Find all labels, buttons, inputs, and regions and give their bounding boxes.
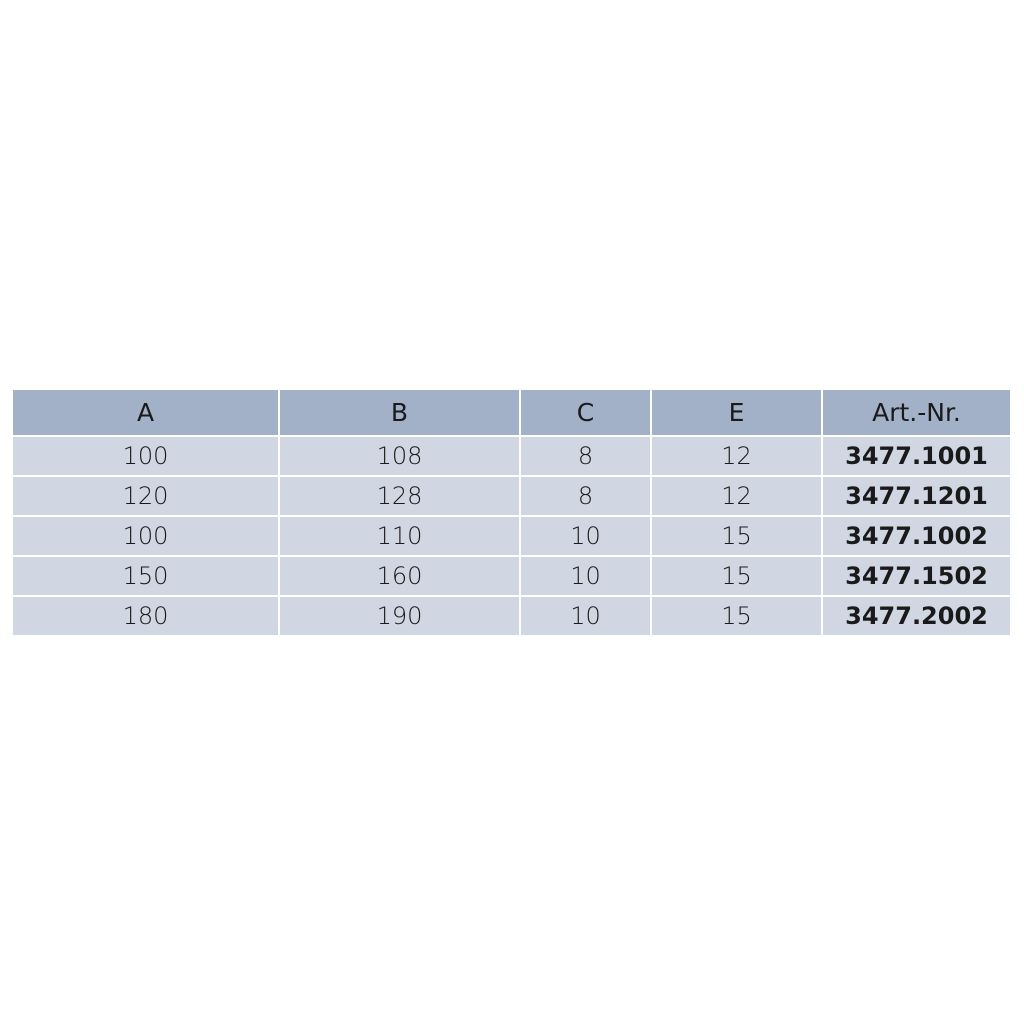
table-row: 180 190 10 15 3477.2002 xyxy=(13,597,1010,635)
table-cell: 100 xyxy=(13,517,278,555)
header-b: B xyxy=(280,390,519,435)
header-art-nr: Art.-Nr. xyxy=(823,390,1010,435)
table-cell: 12 xyxy=(652,437,821,475)
table-row: 100 108 8 12 3477.1001 xyxy=(13,437,1010,475)
table-row: 120 128 8 12 3477.1201 xyxy=(13,477,1010,515)
table-cell: 10 xyxy=(521,517,650,555)
header-e: E xyxy=(652,390,821,435)
table-cell: 190 xyxy=(280,597,519,635)
table-row: 100 110 10 15 3477.1002 xyxy=(13,517,1010,555)
table-cell: 15 xyxy=(652,517,821,555)
table-cell: 120 xyxy=(13,477,278,515)
table-cell: 3477.2002 xyxy=(823,597,1010,635)
table-cell: 110 xyxy=(280,517,519,555)
table-cell: 3477.1002 xyxy=(823,517,1010,555)
header-a: A xyxy=(13,390,278,435)
dimensions-table: A B C E Art.-Nr. 100 108 8 12 3477.1001 120 12… xyxy=(11,388,1012,637)
table-cell: 108 xyxy=(280,437,519,475)
table-cell: 3477.1502 xyxy=(823,557,1010,595)
header-row: A B C E Art.-Nr. xyxy=(13,390,1010,435)
table-cell: 100 xyxy=(13,437,278,475)
table-row: 150 160 10 15 3477.1502 xyxy=(13,557,1010,595)
table-cell: 15 xyxy=(652,597,821,635)
table-cell: 10 xyxy=(521,597,650,635)
table-cell: 3477.1001 xyxy=(823,437,1010,475)
table-cell: 8 xyxy=(521,477,650,515)
table-cell: 12 xyxy=(652,477,821,515)
table-cell: 8 xyxy=(521,437,650,475)
table-cell: 160 xyxy=(280,557,519,595)
table-cell: 3477.1201 xyxy=(823,477,1010,515)
table-cell: 128 xyxy=(280,477,519,515)
table-cell: 10 xyxy=(521,557,650,595)
table-cell: 150 xyxy=(13,557,278,595)
table-cell: 180 xyxy=(13,597,278,635)
header-c: C xyxy=(521,390,650,435)
table-cell: 15 xyxy=(652,557,821,595)
